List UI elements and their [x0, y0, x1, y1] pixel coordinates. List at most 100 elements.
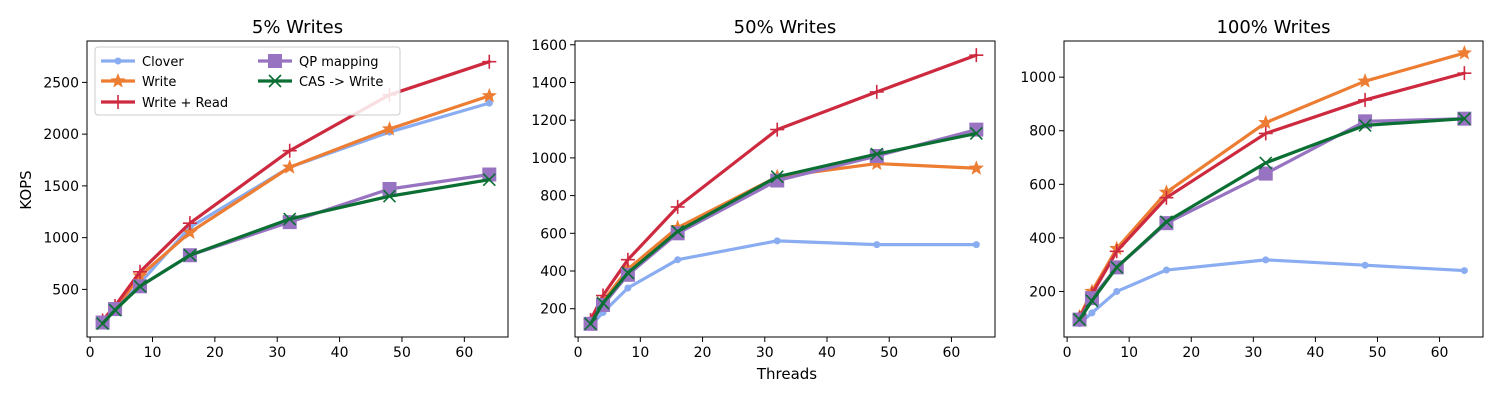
x-tick-label: 0	[574, 345, 583, 361]
series-line	[1077, 51, 1466, 319]
data-point	[1072, 313, 1087, 327]
chart-title: 5% Writes	[252, 17, 343, 38]
legend-marker	[268, 74, 282, 88]
legend-label: Write	[142, 75, 176, 90]
data-point	[1159, 190, 1174, 205]
legend-item-qp-mapping: QP mapping	[258, 54, 378, 70]
series-clover	[587, 237, 980, 330]
data-point	[1358, 92, 1373, 107]
data-point	[1113, 287, 1121, 295]
legend-label: CAS -> Write	[299, 75, 383, 90]
x-tick-label: 30	[268, 345, 286, 361]
y-tick-label: 1200	[531, 113, 567, 129]
x-tick-label: 60	[455, 345, 473, 361]
data-point	[969, 48, 984, 63]
data-point	[770, 170, 784, 184]
data-point	[381, 120, 398, 136]
plot-frame	[1063, 40, 1484, 338]
data-point	[674, 256, 682, 264]
chart-title: 50% Writes	[734, 17, 837, 38]
series-line	[1077, 117, 1466, 322]
y-tick-label: 200	[540, 302, 567, 318]
series-line	[588, 131, 978, 326]
plot-frame	[574, 40, 996, 338]
data-point	[1361, 261, 1369, 269]
series-line	[100, 94, 491, 324]
x-tick-label: 50	[1369, 345, 1387, 361]
x-tick-label: 20	[1182, 345, 1200, 361]
x-tick-label: 20	[206, 345, 224, 361]
data-point	[671, 224, 685, 238]
series-clover	[1076, 256, 1468, 328]
data-point	[182, 216, 197, 231]
series-line	[100, 172, 491, 325]
y-tick-label: 600	[1029, 177, 1056, 193]
series-line	[588, 53, 978, 322]
x-tick-label: 30	[1244, 345, 1262, 361]
y-tick-label: 200	[1029, 284, 1056, 300]
data-point	[283, 212, 297, 226]
legend-label: QP mapping	[299, 55, 378, 70]
y-tick-label: 800	[540, 189, 567, 205]
legend-item-write: Write	[101, 73, 176, 90]
series-write	[94, 87, 497, 328]
data-point	[485, 99, 493, 107]
data-point	[1258, 126, 1273, 141]
data-point	[770, 122, 785, 137]
data-point	[1088, 309, 1096, 317]
y-tick-label: 2500	[43, 75, 79, 91]
y-tick-label: 1600	[531, 38, 567, 54]
y-tick-label: 400	[540, 264, 567, 280]
y-tick-label: 2000	[43, 127, 79, 143]
y-tick-label: 1000	[1020, 70, 1056, 86]
data-point	[96, 316, 110, 331]
chart-panel-3: 100% Writes 0 10 20 30 40 50 60 200 400 600 800 1000	[1020, 17, 1484, 361]
series-line	[100, 101, 491, 325]
data-point	[968, 160, 984, 175]
data-point	[1258, 166, 1273, 181]
data-point	[183, 248, 197, 262]
data-point	[1456, 45, 1472, 60]
y-tick-label: 1000	[531, 151, 567, 167]
y-tick-label: 1000	[43, 231, 79, 247]
series-qp-mapping	[583, 122, 984, 331]
legend-marker	[268, 54, 282, 68]
x-tick-label: 10	[631, 345, 649, 361]
data-point	[670, 199, 685, 214]
legend-label: Write + Read	[142, 96, 228, 111]
series-qp-mapping	[1072, 111, 1472, 327]
data-point	[620, 252, 635, 267]
data-point	[482, 54, 497, 69]
data-point	[1258, 114, 1274, 130]
data-point	[1357, 73, 1373, 88]
x-axis-label: Threads	[756, 365, 817, 383]
x-tick-label: 20	[694, 345, 712, 361]
chart-panel-2: 50% Writes 0 10 20 30 40 50 60 200 400 600 800 1000 1…	[531, 17, 996, 361]
data-point	[1457, 112, 1471, 126]
legend-label: Clover	[142, 55, 184, 70]
legend-marker	[114, 57, 122, 65]
data-point	[282, 159, 298, 174]
data-point	[1259, 156, 1273, 170]
data-point	[1460, 267, 1468, 275]
x-tick-label: 60	[1431, 345, 1449, 361]
data-point	[482, 167, 497, 182]
data-point	[621, 266, 635, 280]
data-point	[1162, 266, 1170, 274]
data-point	[972, 241, 980, 249]
series-qp-mapping	[95, 167, 497, 330]
x-tick-label: 60	[943, 345, 961, 361]
data-point	[1085, 294, 1099, 308]
plot-frame	[86, 40, 509, 338]
x-tick-label: 50	[880, 345, 898, 361]
data-point	[481, 87, 497, 103]
data-point	[282, 143, 297, 158]
data-point	[969, 126, 983, 140]
legend-marker	[111, 95, 125, 109]
data-point	[133, 264, 148, 279]
x-tick-label: 0	[86, 345, 95, 361]
chart-panel-1: 5% Writes 0 10 20 30 40 50 60 500 1000 1500 2000 250…	[43, 17, 509, 361]
y-tick-label: 500	[52, 282, 79, 298]
x-tick-label: 40	[331, 345, 349, 361]
